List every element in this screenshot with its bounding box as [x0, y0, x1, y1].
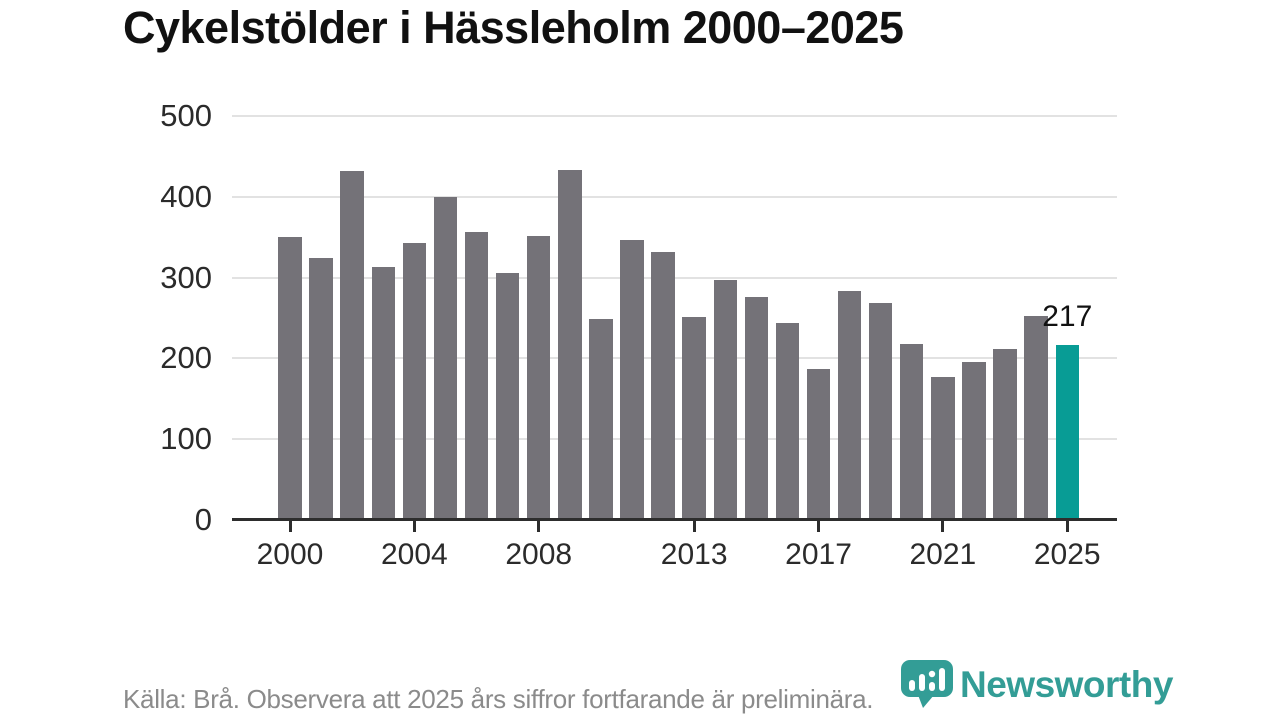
bar-2006 — [464, 232, 489, 520]
x-tick-2013 — [692, 521, 696, 532]
x-tick-2004 — [412, 521, 416, 532]
bar-2010 — [589, 318, 613, 520]
newsworthy-logo-text: Newsworthy — [960, 664, 1173, 705]
x-axis-label-2021: 2021 — [909, 538, 977, 571]
bar-2008 — [527, 235, 551, 520]
bar-2014 — [713, 280, 737, 520]
bar-2000 — [278, 237, 302, 520]
x-tick-2021 — [941, 521, 945, 532]
bar-2001 — [309, 258, 333, 520]
bar-2020 — [900, 343, 924, 520]
gridline-500 — [232, 115, 1117, 117]
x-tick-2025 — [1065, 521, 1069, 532]
bar-2007 — [495, 272, 520, 520]
bar-2013 — [682, 317, 706, 520]
x-axis-label-2025: 2025 — [1033, 538, 1101, 571]
bar-2011 — [620, 240, 644, 520]
bar-2022 — [962, 362, 986, 520]
newsworthy-logo: Newsworthy — [901, 660, 1173, 708]
bar-2023 — [993, 348, 1017, 520]
bar-2024 — [1024, 315, 1048, 520]
gridline-400 — [232, 195, 1117, 198]
bar-2012 — [651, 251, 675, 520]
y-axis-label-200: 200 — [160, 340, 212, 376]
x-axis-label-2004: 2004 — [380, 538, 448, 571]
source-note: Källa: Brå. Observera att 2025 års siffr… — [123, 684, 874, 714]
x-axis-label-2013: 2013 — [660, 538, 728, 571]
x-axis-label-2000: 2000 — [256, 538, 324, 571]
y-axis-label-500: 500 — [160, 98, 212, 133]
value-label-2025: 217 — [1042, 299, 1093, 333]
x-tick-2000 — [288, 521, 292, 532]
chart-title: Cykelstölder i Hässleholm 2000–2025 — [123, 2, 904, 53]
y-axis-label-400: 400 — [160, 178, 212, 214]
bar-2015 — [744, 296, 769, 520]
bar-2017 — [806, 368, 831, 520]
bar-2002 — [340, 170, 364, 520]
newsworthy-bubble-chart-icon — [901, 660, 953, 708]
x-tick-2017 — [817, 521, 821, 532]
x-axis-line — [232, 518, 1117, 521]
bar-2021 — [931, 376, 955, 520]
bar-2025 — [1055, 344, 1079, 520]
bar-2016 — [775, 322, 800, 520]
bar-2019 — [869, 302, 893, 520]
x-tick-2008 — [537, 521, 541, 532]
x-axis-label-2008: 2008 — [505, 538, 573, 571]
y-axis-label-300: 300 — [160, 259, 212, 295]
bar-2018 — [837, 291, 862, 520]
x-axis-label-2017: 2017 — [785, 538, 852, 571]
bar-2004 — [402, 242, 427, 520]
bar-2009 — [558, 170, 582, 520]
y-axis-label-100: 100 — [160, 421, 212, 457]
y-axis-label-0: 0 — [194, 502, 212, 537]
bar-2003 — [371, 267, 395, 520]
bar-2005 — [433, 196, 458, 520]
